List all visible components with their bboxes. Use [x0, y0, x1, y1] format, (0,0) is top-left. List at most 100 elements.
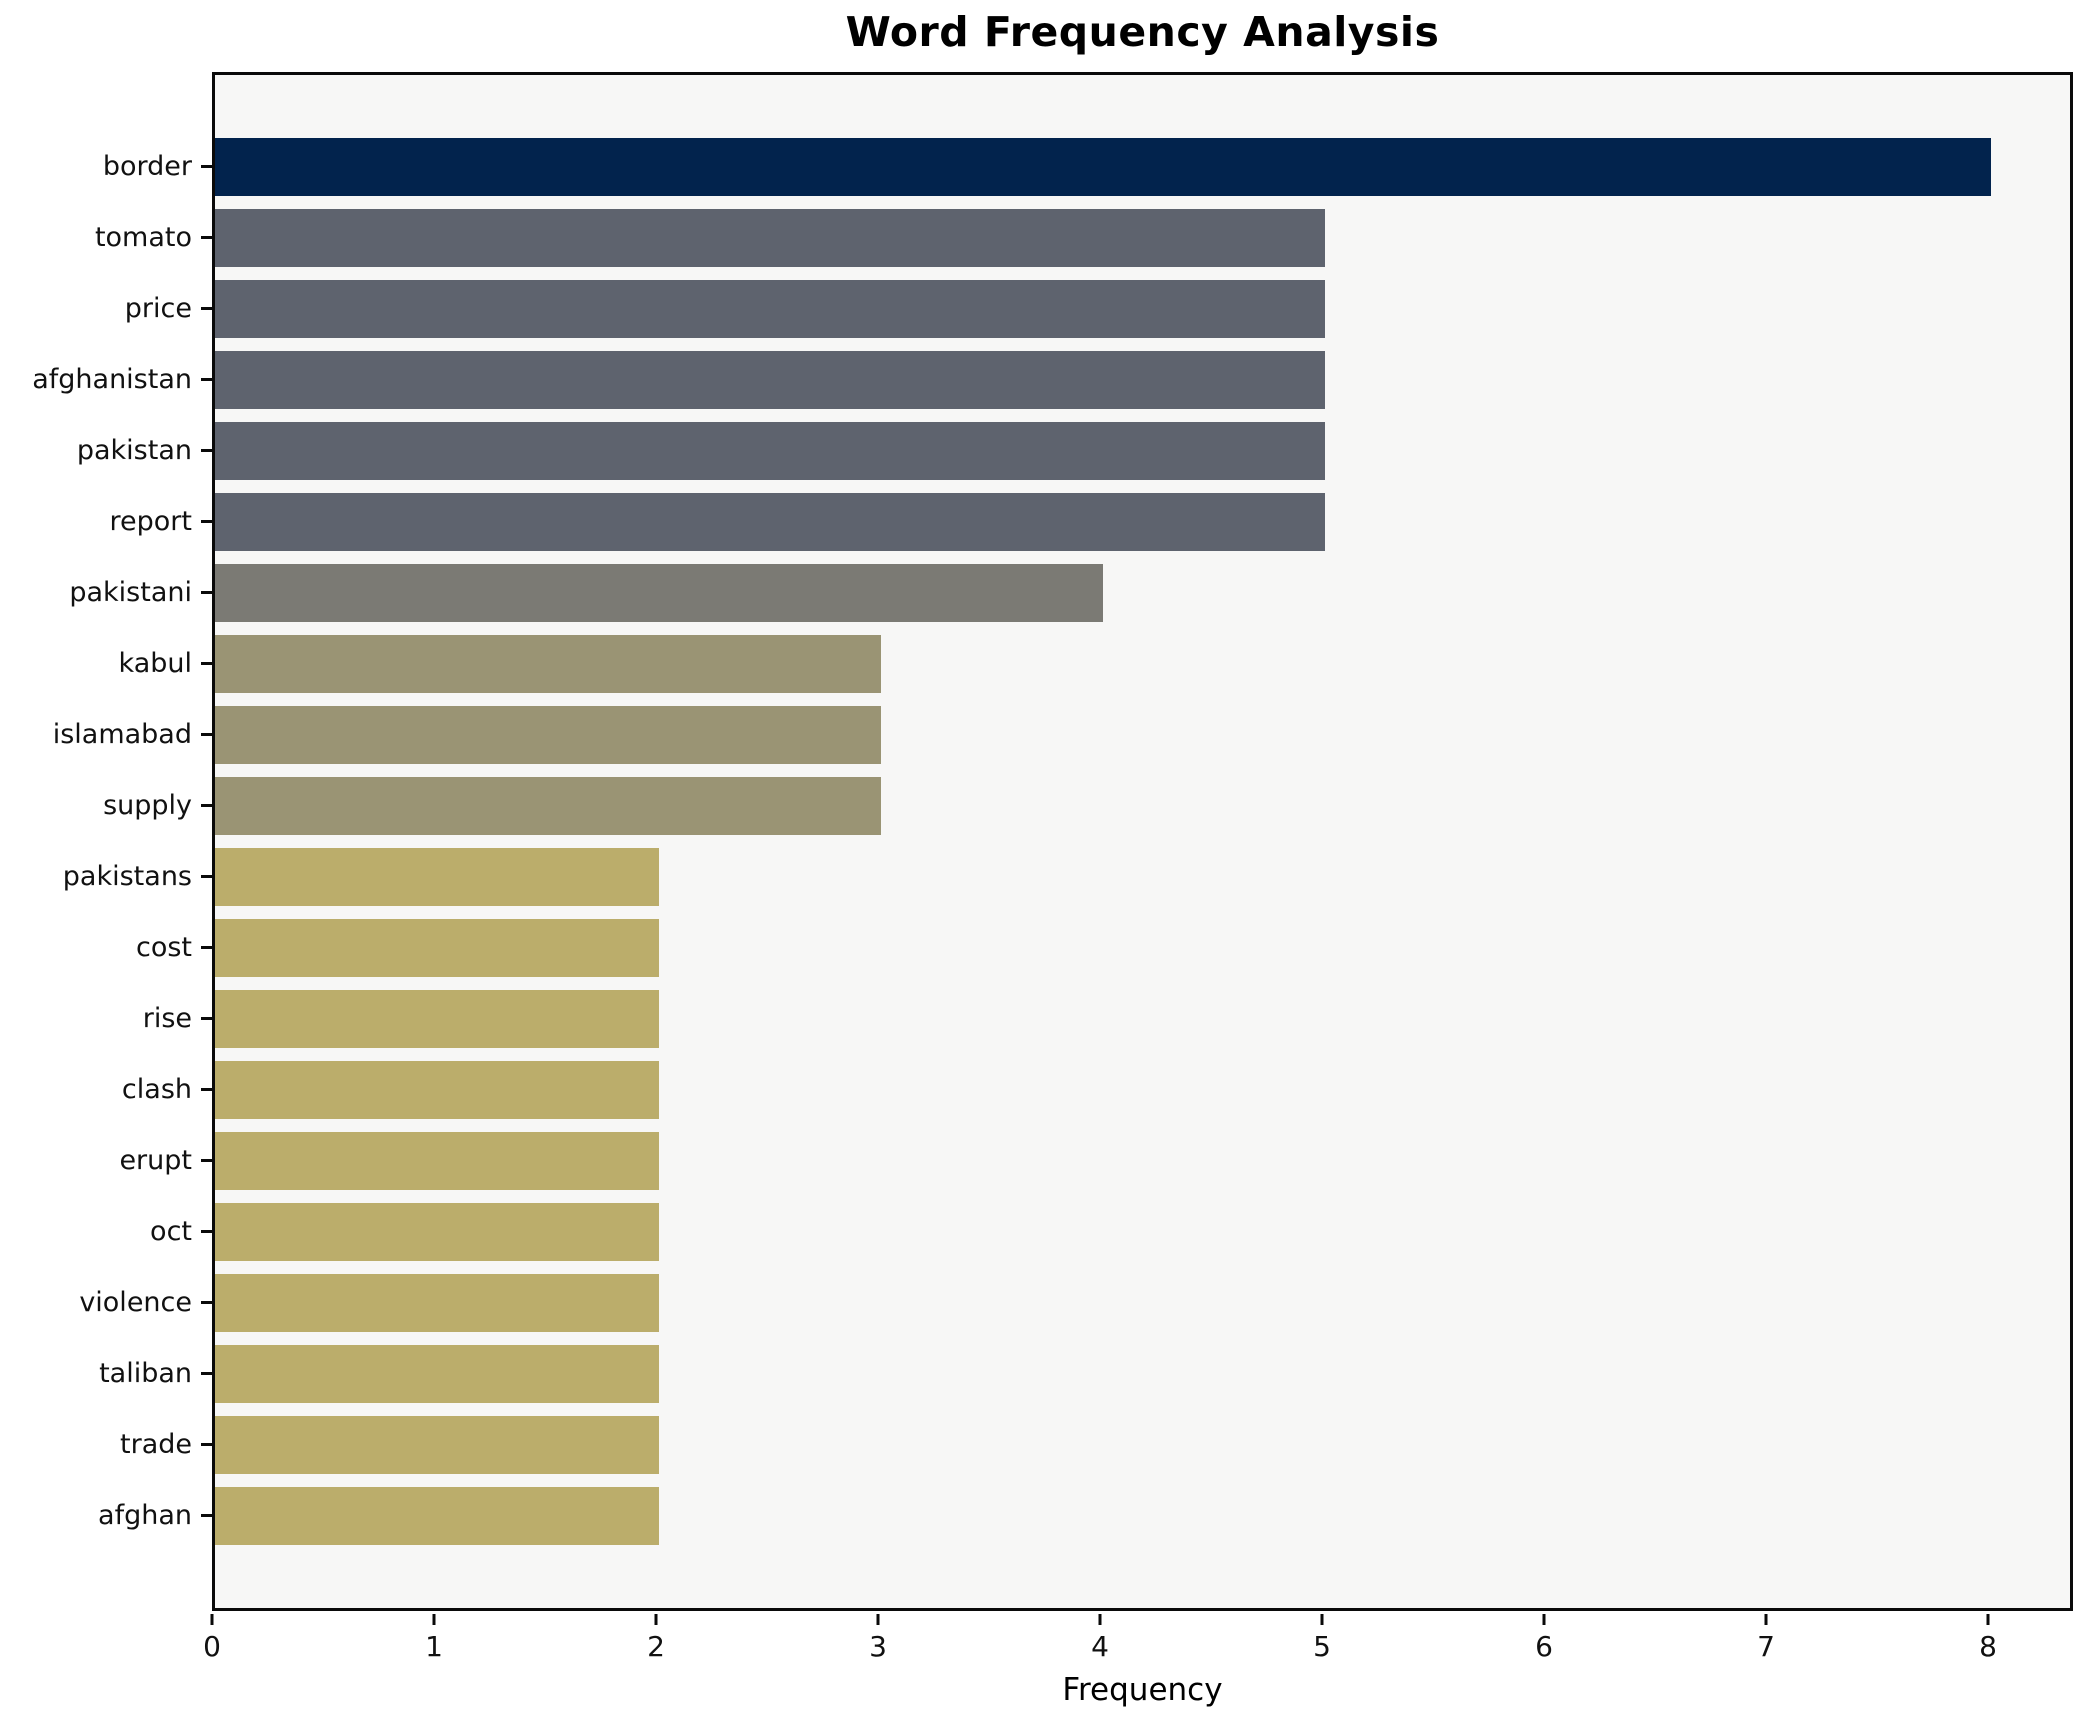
x-tick-mark	[1986, 1614, 1990, 1625]
y-tick-label: violence	[79, 1287, 192, 1318]
y-tick-mark	[201, 236, 212, 239]
bar-afghanistan	[215, 350, 1325, 409]
x-tick-label: 5	[1313, 1630, 1331, 1663]
y-tick-row: supply	[0, 770, 212, 841]
y-tick-mark	[201, 1230, 212, 1233]
y-tick-mark	[201, 1017, 212, 1020]
bar-row	[215, 1267, 2073, 1338]
bar-row	[215, 344, 2073, 415]
x-axis-title: Frequency	[1062, 1672, 1223, 1708]
bar-taliban	[215, 1344, 659, 1403]
y-tick-row: trade	[0, 1409, 212, 1480]
x-tick-label: 7	[1757, 1630, 1775, 1663]
bar-row	[215, 1054, 2073, 1125]
bar-row	[215, 983, 2073, 1054]
bar-row	[215, 770, 2073, 841]
y-tick-row: islamabad	[0, 699, 212, 770]
y-tick-mark	[201, 520, 212, 523]
bar-clash	[215, 1060, 659, 1119]
bar-row	[215, 1480, 2073, 1551]
bar-pakistani	[215, 563, 1103, 622]
y-tick-row: pakistan	[0, 415, 212, 486]
y-tick-mark	[201, 378, 212, 381]
x-tick-mark	[1542, 1614, 1546, 1625]
y-axis-labels: border tomato price afghanistan pakistan repo…	[0, 131, 212, 1551]
y-tick-row: report	[0, 486, 212, 557]
y-tick-mark	[201, 1159, 212, 1162]
y-tick-label: pakistans	[62, 861, 192, 892]
bar-oct	[215, 1202, 659, 1261]
y-tick-row: pakistani	[0, 557, 212, 628]
y-tick-mark	[201, 591, 212, 594]
x-tick-label: 8	[1979, 1630, 1997, 1663]
y-tick-label: pakistani	[69, 577, 192, 608]
bar-trade	[215, 1415, 659, 1474]
x-tick-label: 1	[425, 1630, 443, 1663]
y-tick-row: afghan	[0, 1480, 212, 1551]
bar-row	[215, 628, 2073, 699]
x-tick-label: 3	[869, 1630, 887, 1663]
y-tick-row: price	[0, 273, 212, 344]
y-tick-mark	[201, 449, 212, 452]
bar-row	[215, 557, 2073, 628]
x-tick-mark	[654, 1614, 658, 1625]
y-tick-mark	[201, 1372, 212, 1375]
bar-report	[215, 492, 1325, 551]
bar-islamabad	[215, 705, 881, 764]
x-tick-label: 4	[1091, 1630, 1109, 1663]
bar-cost	[215, 918, 659, 977]
bar-tomato	[215, 208, 1325, 267]
y-tick-label: pakistan	[76, 435, 192, 466]
y-tick-label: supply	[103, 790, 192, 821]
bar-row	[215, 1338, 2073, 1409]
chart-title: Word Frequency Analysis	[845, 8, 1440, 56]
x-tick-mark	[876, 1614, 880, 1625]
x-tick-mark	[432, 1614, 436, 1625]
y-tick-row: taliban	[0, 1338, 212, 1409]
x-tick-label: 0	[203, 1630, 221, 1663]
x-tick-mark	[210, 1614, 214, 1625]
y-tick-mark	[201, 307, 212, 310]
y-tick-label: trade	[120, 1429, 192, 1460]
y-tick-label: report	[109, 506, 192, 537]
bar-pakistans	[215, 847, 659, 906]
y-tick-label: afghanistan	[32, 364, 192, 395]
bar-row	[215, 699, 2073, 770]
y-tick-mark	[201, 1514, 212, 1517]
y-tick-mark	[201, 165, 212, 168]
x-tick-mark	[1320, 1614, 1324, 1625]
x-tick-label: 2	[647, 1630, 665, 1663]
y-tick-label: tomato	[94, 222, 192, 253]
bar-row	[215, 202, 2073, 273]
bar-row	[215, 273, 2073, 344]
y-tick-mark	[201, 875, 212, 878]
bar-row	[215, 912, 2073, 983]
y-tick-label: cost	[135, 932, 192, 963]
bars-layer	[215, 131, 2073, 1551]
y-tick-row: cost	[0, 912, 212, 983]
bar-row	[215, 841, 2073, 912]
x-tick-mark	[1764, 1614, 1768, 1625]
bar-violence	[215, 1273, 659, 1332]
y-tick-mark	[201, 662, 212, 665]
y-tick-mark	[201, 804, 212, 807]
y-tick-row: oct	[0, 1196, 212, 1267]
x-tick-label: 6	[1535, 1630, 1553, 1663]
y-tick-label: price	[124, 293, 192, 324]
y-tick-row: erupt	[0, 1125, 212, 1196]
y-tick-row: afghanistan	[0, 344, 212, 415]
y-tick-mark	[201, 1088, 212, 1091]
bar-supply	[215, 776, 881, 835]
bar-row	[215, 486, 2073, 557]
y-tick-label: taliban	[99, 1358, 192, 1389]
bar-erupt	[215, 1131, 659, 1190]
bar-pakistan	[215, 421, 1325, 480]
y-tick-row: pakistans	[0, 841, 212, 912]
y-tick-row: kabul	[0, 628, 212, 699]
bar-row	[215, 1196, 2073, 1267]
y-tick-label: afghan	[98, 1500, 192, 1531]
y-tick-label: kabul	[118, 648, 192, 679]
x-tick-mark	[1098, 1614, 1102, 1625]
y-tick-label: border	[102, 151, 192, 182]
